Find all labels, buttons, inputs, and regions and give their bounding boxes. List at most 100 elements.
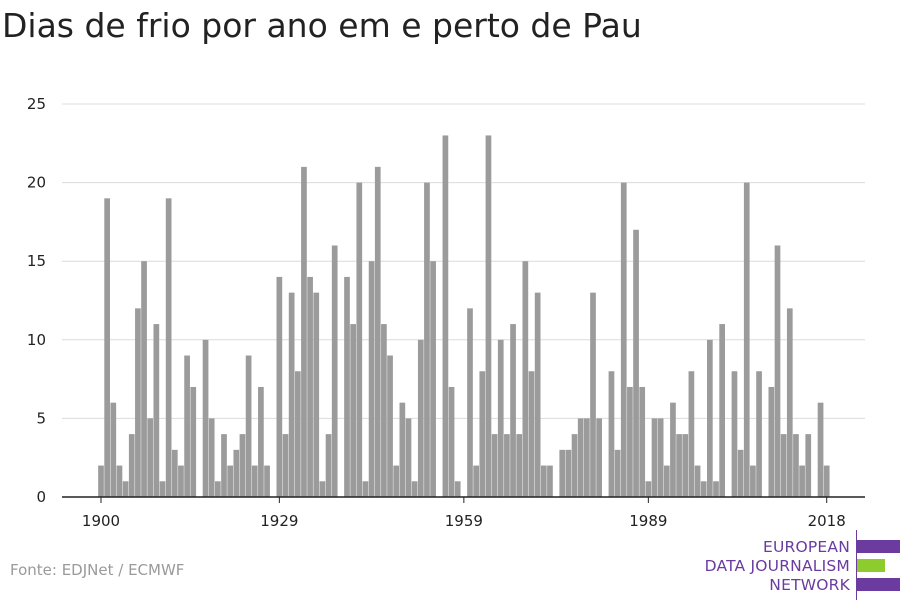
bar-1906 — [135, 308, 141, 497]
x-axis: 1900 1929 1959 1989 2018 — [62, 496, 865, 530]
bar-1936 — [319, 481, 326, 497]
bar-1988 — [639, 386, 646, 497]
logo-line-2: DATA JOURNALISM — [704, 557, 850, 575]
bar-1932 — [294, 371, 301, 497]
bar-1908 — [147, 418, 154, 497]
bar-1978 — [577, 418, 584, 497]
bar-1952 — [417, 339, 424, 497]
bar-2005 — [743, 182, 750, 497]
y-tick-label: 20 — [27, 174, 46, 192]
bar-1954 — [430, 261, 436, 497]
bar-1947 — [387, 355, 393, 497]
bar-2018 — [823, 465, 830, 497]
bar-1977 — [571, 434, 578, 497]
logo-bar-top — [857, 540, 900, 553]
bar-2006 — [750, 465, 756, 497]
bar-1924 — [245, 355, 252, 497]
bar-1926 — [258, 386, 264, 497]
bar-1900 — [98, 465, 104, 497]
bar-1995 — [682, 434, 689, 497]
bar-1976 — [565, 449, 572, 497]
y-tick-label: 10 — [27, 331, 46, 349]
bar-1938 — [331, 245, 338, 497]
bar-1975 — [559, 449, 566, 497]
y-axis-labels: 0 5 10 15 20 25 — [27, 95, 46, 506]
bar-1985 — [620, 182, 627, 497]
bar-2000 — [713, 481, 719, 497]
bar-1948 — [393, 465, 400, 497]
bar-1940 — [344, 276, 350, 497]
y-tick-label: 15 — [27, 252, 46, 270]
bar-1951 — [411, 481, 418, 497]
bar-1968 — [516, 434, 523, 497]
bar-2003 — [731, 371, 738, 497]
bar-1997 — [694, 465, 701, 497]
bar-1967 — [510, 324, 516, 497]
bar-1991 — [657, 418, 664, 497]
bar-1910 — [159, 481, 166, 497]
bar-1944 — [368, 261, 375, 497]
y-tick-label: 0 — [36, 488, 46, 506]
bar-1907 — [141, 261, 147, 497]
bar-1984 — [614, 449, 621, 497]
bar-2007 — [756, 371, 762, 497]
bar-1918 — [208, 418, 215, 497]
x-tick-label: 1929 — [260, 512, 298, 530]
bar-1919 — [215, 481, 221, 497]
bar-1963 — [485, 135, 492, 497]
bar-1961 — [473, 465, 479, 497]
x-tick-label: 1900 — [82, 512, 120, 530]
bar-1937 — [325, 434, 332, 497]
logo-bar-bottom — [857, 578, 900, 591]
bar-2013 — [793, 434, 799, 497]
bar-1999 — [707, 339, 713, 497]
y-tick-label: 5 — [36, 409, 46, 427]
bar-1994 — [676, 434, 682, 497]
bar-1917 — [202, 339, 209, 497]
bar-2001 — [719, 324, 725, 497]
bar-1934 — [307, 276, 313, 497]
bar-1973 — [547, 465, 553, 497]
x-tick-label: 2018 — [808, 512, 846, 530]
bar-1946 — [381, 324, 387, 497]
bar-1958 — [454, 481, 461, 497]
x-tick-label: 1989 — [629, 512, 667, 530]
bar-1979 — [584, 418, 590, 497]
bar-1913 — [178, 465, 184, 497]
bar-1942 — [356, 182, 363, 497]
bar-1935 — [313, 292, 320, 497]
bar-2012 — [786, 308, 793, 497]
bar-1965 — [497, 339, 504, 497]
logo-bar-middle — [857, 559, 885, 572]
bar-1922 — [233, 449, 240, 497]
bar-1914 — [184, 355, 190, 497]
bar-1990 — [651, 418, 658, 497]
bar-1996 — [688, 371, 695, 497]
y-tick-label: 25 — [27, 95, 46, 113]
bar-2017 — [817, 402, 824, 497]
bar-2011 — [780, 434, 787, 497]
bar-1956 — [442, 135, 449, 497]
bar-1983 — [608, 371, 615, 497]
bar-1950 — [405, 418, 412, 497]
bar-1905 — [128, 434, 135, 497]
bar-1911 — [165, 198, 172, 497]
bar-1989 — [645, 481, 652, 497]
bar-2009 — [768, 386, 775, 497]
bar-2015 — [805, 434, 812, 497]
x-tick-label: 1959 — [445, 512, 483, 530]
bar-1949 — [399, 402, 406, 497]
bar-1923 — [239, 434, 246, 497]
bar-1986 — [627, 386, 633, 497]
bar-1929 — [276, 276, 283, 497]
bar-1962 — [479, 371, 486, 497]
bars — [98, 135, 830, 497]
bar-2014 — [799, 465, 805, 497]
bar-1992 — [663, 465, 670, 497]
bar-1971 — [534, 292, 541, 497]
logo-line-3: NETWORK — [769, 576, 850, 594]
logo-rule — [856, 530, 857, 600]
bar-1987 — [633, 229, 639, 497]
bar-1945 — [374, 166, 381, 497]
